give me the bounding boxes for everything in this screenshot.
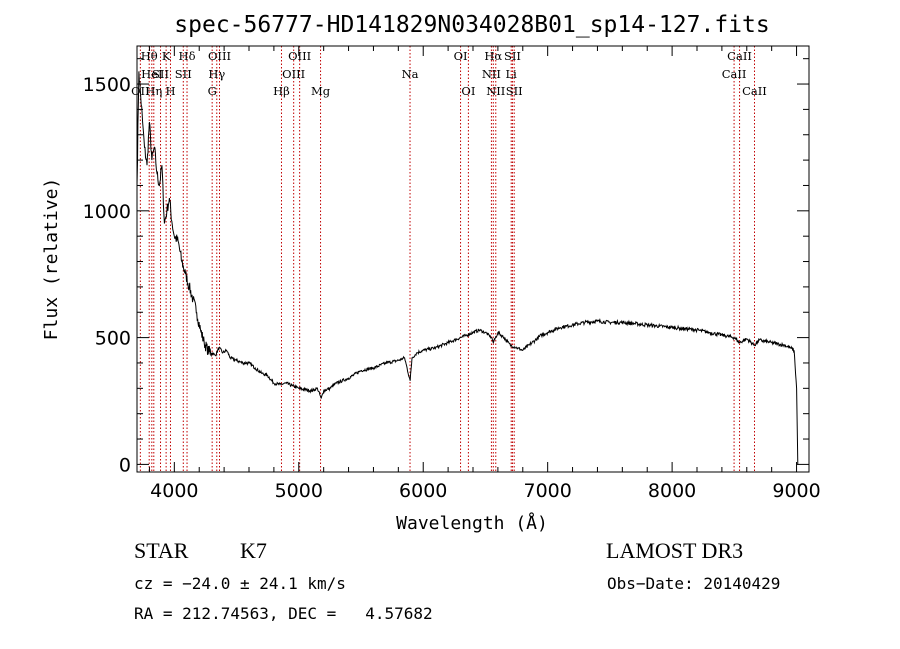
line-label-27: CaII bbox=[742, 84, 767, 98]
line-label-14: OIII bbox=[282, 67, 305, 81]
chart-title: spec-56777-HD141829N034028B01_sp14-127.f… bbox=[174, 12, 769, 38]
line-label-7: Hδ bbox=[179, 49, 196, 63]
plot-frame bbox=[136, 45, 810, 473]
line-label-16: Na bbox=[402, 67, 419, 81]
line-label-6: H bbox=[165, 84, 175, 98]
object-class: STAR bbox=[134, 538, 189, 563]
line-label-13: OIII bbox=[288, 49, 311, 63]
y-tick-label-2: 1000 bbox=[83, 201, 131, 223]
line-label-5: SII bbox=[152, 67, 169, 81]
line-label-11: G bbox=[208, 84, 217, 98]
y-axis-label: Flux (relative) bbox=[41, 178, 62, 341]
line-label-17: OI bbox=[454, 49, 468, 63]
survey-name: LAMOST DR3 bbox=[606, 538, 744, 563]
line-label-15: Mg bbox=[311, 84, 331, 98]
line-label-8: SII bbox=[175, 67, 192, 81]
axis-ticks: 4000 5000 6000 7000 8000 9000 0 500 1000 1500 bbox=[83, 46, 821, 502]
line-label-12: Hβ bbox=[273, 84, 290, 98]
x-tick-label-3: 7000 bbox=[523, 480, 571, 502]
line-label-26: CaII bbox=[722, 67, 747, 81]
line-label-2: HeI bbox=[141, 67, 162, 81]
line-label-19: Hα bbox=[484, 49, 502, 63]
spectral-line-markers bbox=[139, 46, 755, 472]
line-label-9: OIII bbox=[208, 49, 231, 63]
line-label-20: NII bbox=[482, 67, 501, 81]
object-subclass: K7 bbox=[240, 538, 267, 563]
line-label-10: Hγ bbox=[208, 67, 225, 81]
line-label-24: SII bbox=[506, 84, 523, 98]
x-tick-label-1: 5000 bbox=[275, 480, 323, 502]
line-label-21: NII bbox=[486, 84, 505, 98]
x-tick-label-4: 8000 bbox=[648, 480, 696, 502]
line-label-25: CaII bbox=[727, 49, 752, 63]
x-tick-label-5: 9000 bbox=[772, 480, 820, 502]
x-tick-label-0: 4000 bbox=[150, 480, 198, 502]
redshift-info: cz = −24.0 ± 24.1 km/s bbox=[134, 574, 346, 593]
line-label-4: K bbox=[162, 49, 171, 63]
line-label-22: SII bbox=[504, 49, 521, 63]
line-label-3: Hη bbox=[145, 84, 162, 98]
line-label-18: OI bbox=[461, 84, 475, 98]
y-tick-label-3: 1500 bbox=[83, 74, 131, 96]
x-tick-label-2: 6000 bbox=[399, 480, 447, 502]
y-tick-label-1: 500 bbox=[95, 328, 131, 350]
y-tick-label-0: 0 bbox=[119, 454, 131, 476]
coordinates-info: RA = 212.74563, DEC = 4.57682 bbox=[134, 604, 433, 623]
observation-date: Obs−Date: 20140429 bbox=[607, 574, 781, 593]
line-label-23: Li bbox=[506, 67, 518, 81]
x-axis-label: Wavelength (Å) bbox=[396, 512, 548, 534]
spectrum-line bbox=[136, 71, 799, 465]
line-label-1: Hθ bbox=[141, 49, 158, 63]
